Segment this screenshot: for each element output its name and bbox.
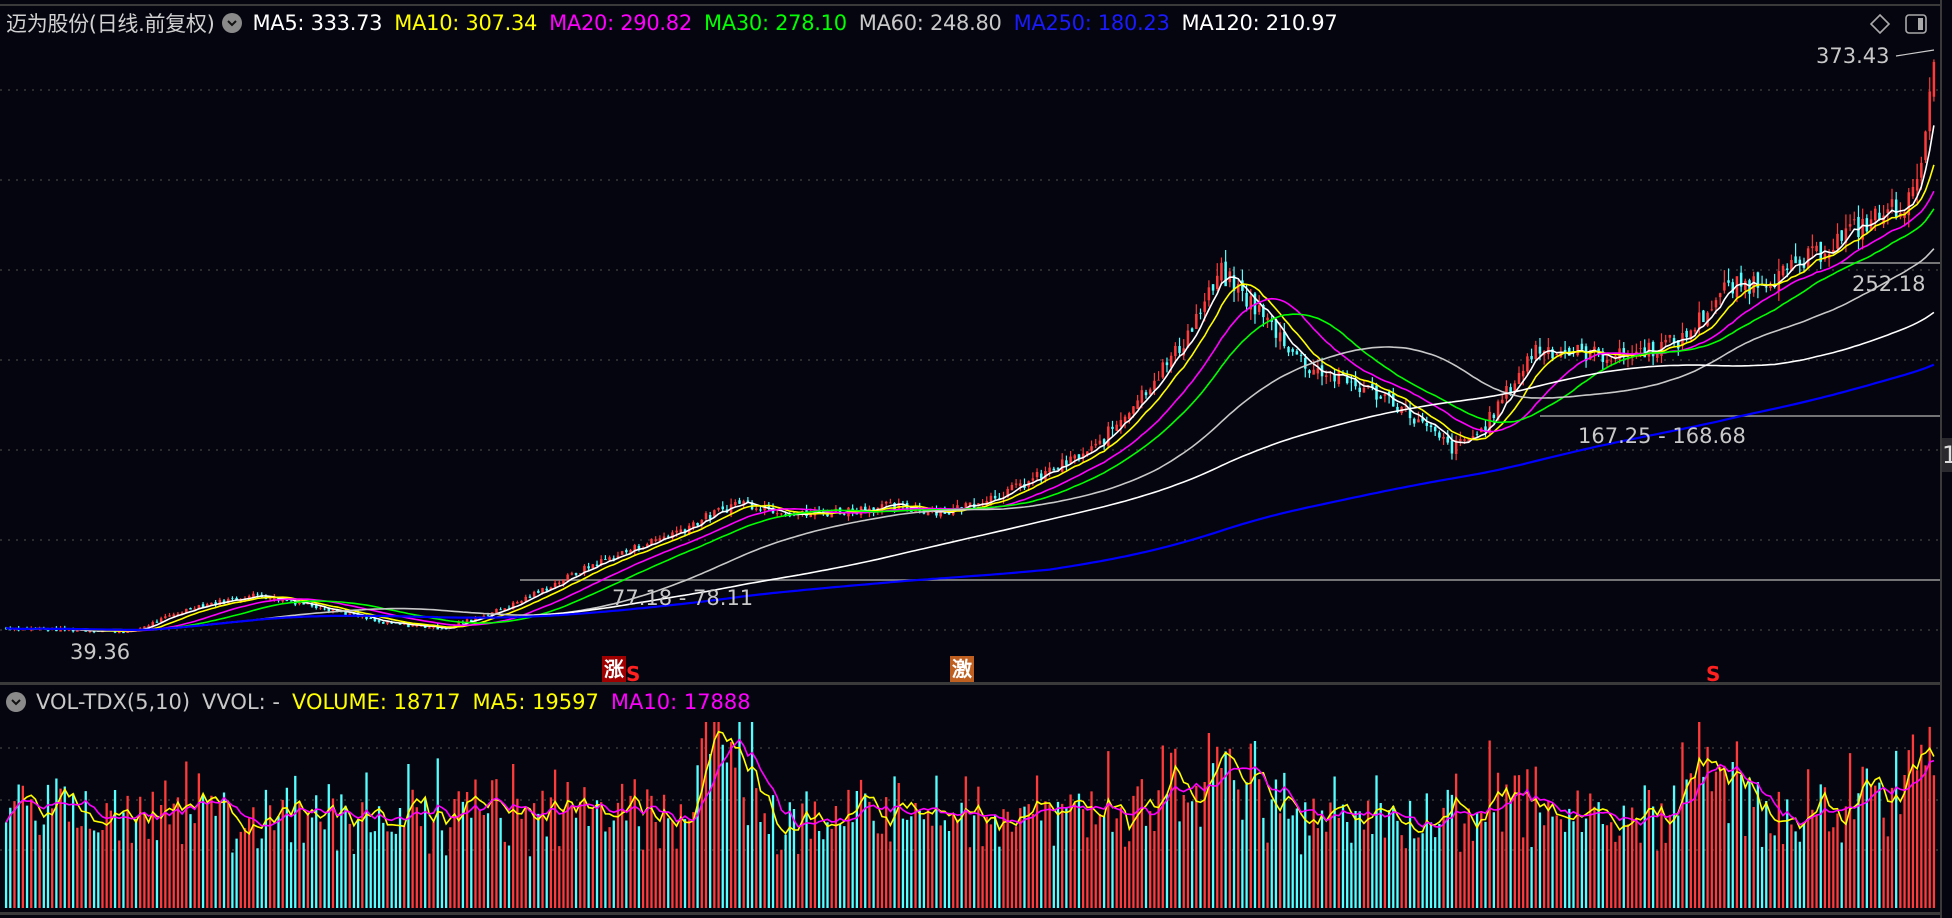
chevron-down-icon [11,699,21,706]
surge-marker[interactable]: 激 [950,656,974,682]
ma30-label: MA30: 278.10 [703,11,847,35]
volume-indicator-name: VOL-TDX(5,10) [36,690,191,714]
pane-separator[interactable] [0,682,1940,685]
ma10-label: MA10: 307.34 [394,11,538,35]
high-price-label: 373.43 [1816,44,1890,68]
price-legend: 迈为股份(日线.前复权) MA5: 333.73 MA10: 307.34 MA… [6,8,1349,38]
limit-up-marker[interactable]: 涨 [602,656,626,682]
range-label-3: 252.18 [1852,272,1926,296]
volume-value: VOLUME: 18717 [291,690,461,714]
volume-ma10: MA10: 17888 [610,690,751,714]
ma120-label: MA120: 210.97 [1181,11,1338,35]
s-signal-marker-2[interactable]: S [1706,662,1721,686]
volume-ma5: MA5: 19597 [472,690,599,714]
ma20-label: MA20: 290.82 [549,11,692,35]
low-price-label: 39.36 [70,640,131,664]
ma60-label: MA60: 248.80 [858,11,1002,35]
s-signal-marker[interactable]: S [626,662,641,686]
ma250-label: MA250: 180.23 [1013,11,1170,35]
axis-value-tag: 1 [1942,438,1952,472]
indicator-menu-button[interactable] [222,13,243,33]
bottom-border [0,912,1940,915]
stock-title: 迈为股份(日线.前复权) [6,12,215,36]
range-label-1: 77.18 - 78.11 [612,586,754,610]
panel-toggle-icon[interactable] [1904,12,1928,36]
range-label-2: 167.25 - 168.68 [1578,424,1746,448]
vvol-label: VVOL: - [202,690,280,714]
ma5-label: MA5: 333.73 [252,11,383,35]
volume-menu-button[interactable] [6,692,26,712]
chevron-down-icon [227,20,238,27]
diamond-icon[interactable] [1868,12,1892,36]
top-border [0,0,1940,6]
chart-tools [1868,12,1928,36]
volume-legend: VOL-TDX(5,10) VVOL: - VOLUME: 18717 MA5:… [6,688,763,716]
